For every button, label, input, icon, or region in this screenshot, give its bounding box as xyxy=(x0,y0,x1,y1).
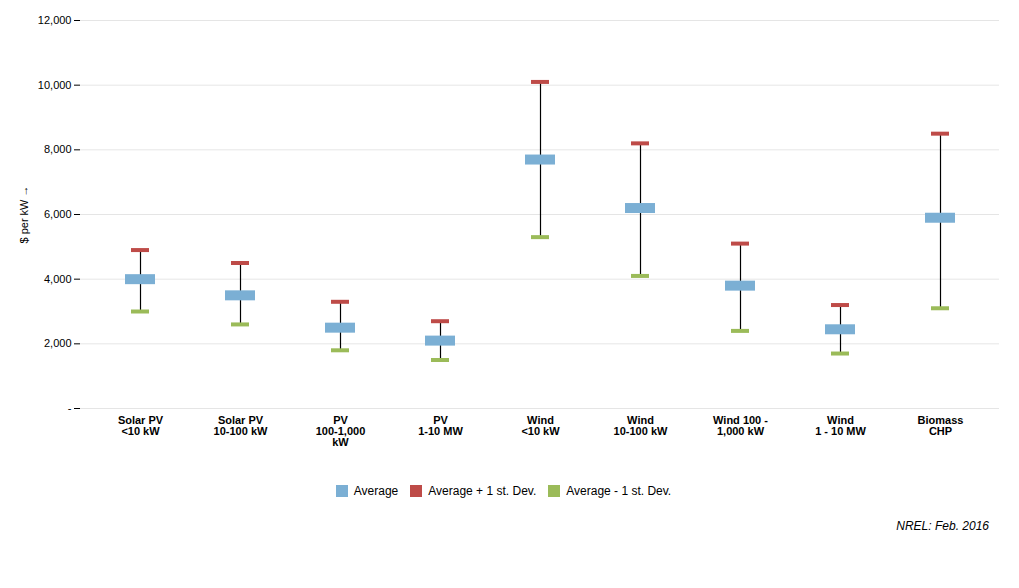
svg-text:Wind1 - 10 MW: Wind1 - 10 MW xyxy=(815,414,866,437)
html-text:Average: Average xyxy=(353,483,399,498)
html-text:Average + 1 st. Dev.: Average + 1 st. Dev. xyxy=(428,483,537,498)
svg-text:$ per kW →: $ per kW → xyxy=(18,185,30,243)
svg-text:2,000: 2,000 xyxy=(44,337,72,349)
svg-text:Solar PV10-100 kW: Solar PV10-100 kW xyxy=(214,414,268,437)
html-text:Average - 1 st. Dev.: Average - 1 st. Dev. xyxy=(566,483,672,498)
svg-text:Wind10-100 kW: Wind10-100 kW xyxy=(614,414,668,437)
svg-text:Wind 100 -1,000 kW: Wind 100 -1,000 kW xyxy=(713,414,768,437)
svg-text:PV1-10 MW: PV1-10 MW xyxy=(418,414,463,437)
svg-text:8,000: 8,000 xyxy=(44,143,72,155)
svg-text:6,000: 6,000 xyxy=(44,208,72,220)
svg-text:4,000: 4,000 xyxy=(44,273,72,285)
svg-text:Wind<10 kW: Wind<10 kW xyxy=(521,414,560,437)
svg-text:PV100-1,000kW: PV100-1,000kW xyxy=(316,414,366,448)
html-text:NREL: Feb. 2016: NREL: Feb. 2016 xyxy=(896,519,989,533)
svg-text:12,000: 12,000 xyxy=(38,14,72,26)
svg-text:BiomassCHP: BiomassCHP xyxy=(918,414,964,437)
svg-text:Solar PV<10 kW: Solar PV<10 kW xyxy=(118,414,164,437)
svg-text:-: - xyxy=(68,402,72,414)
svg-text:10,000: 10,000 xyxy=(38,79,72,91)
